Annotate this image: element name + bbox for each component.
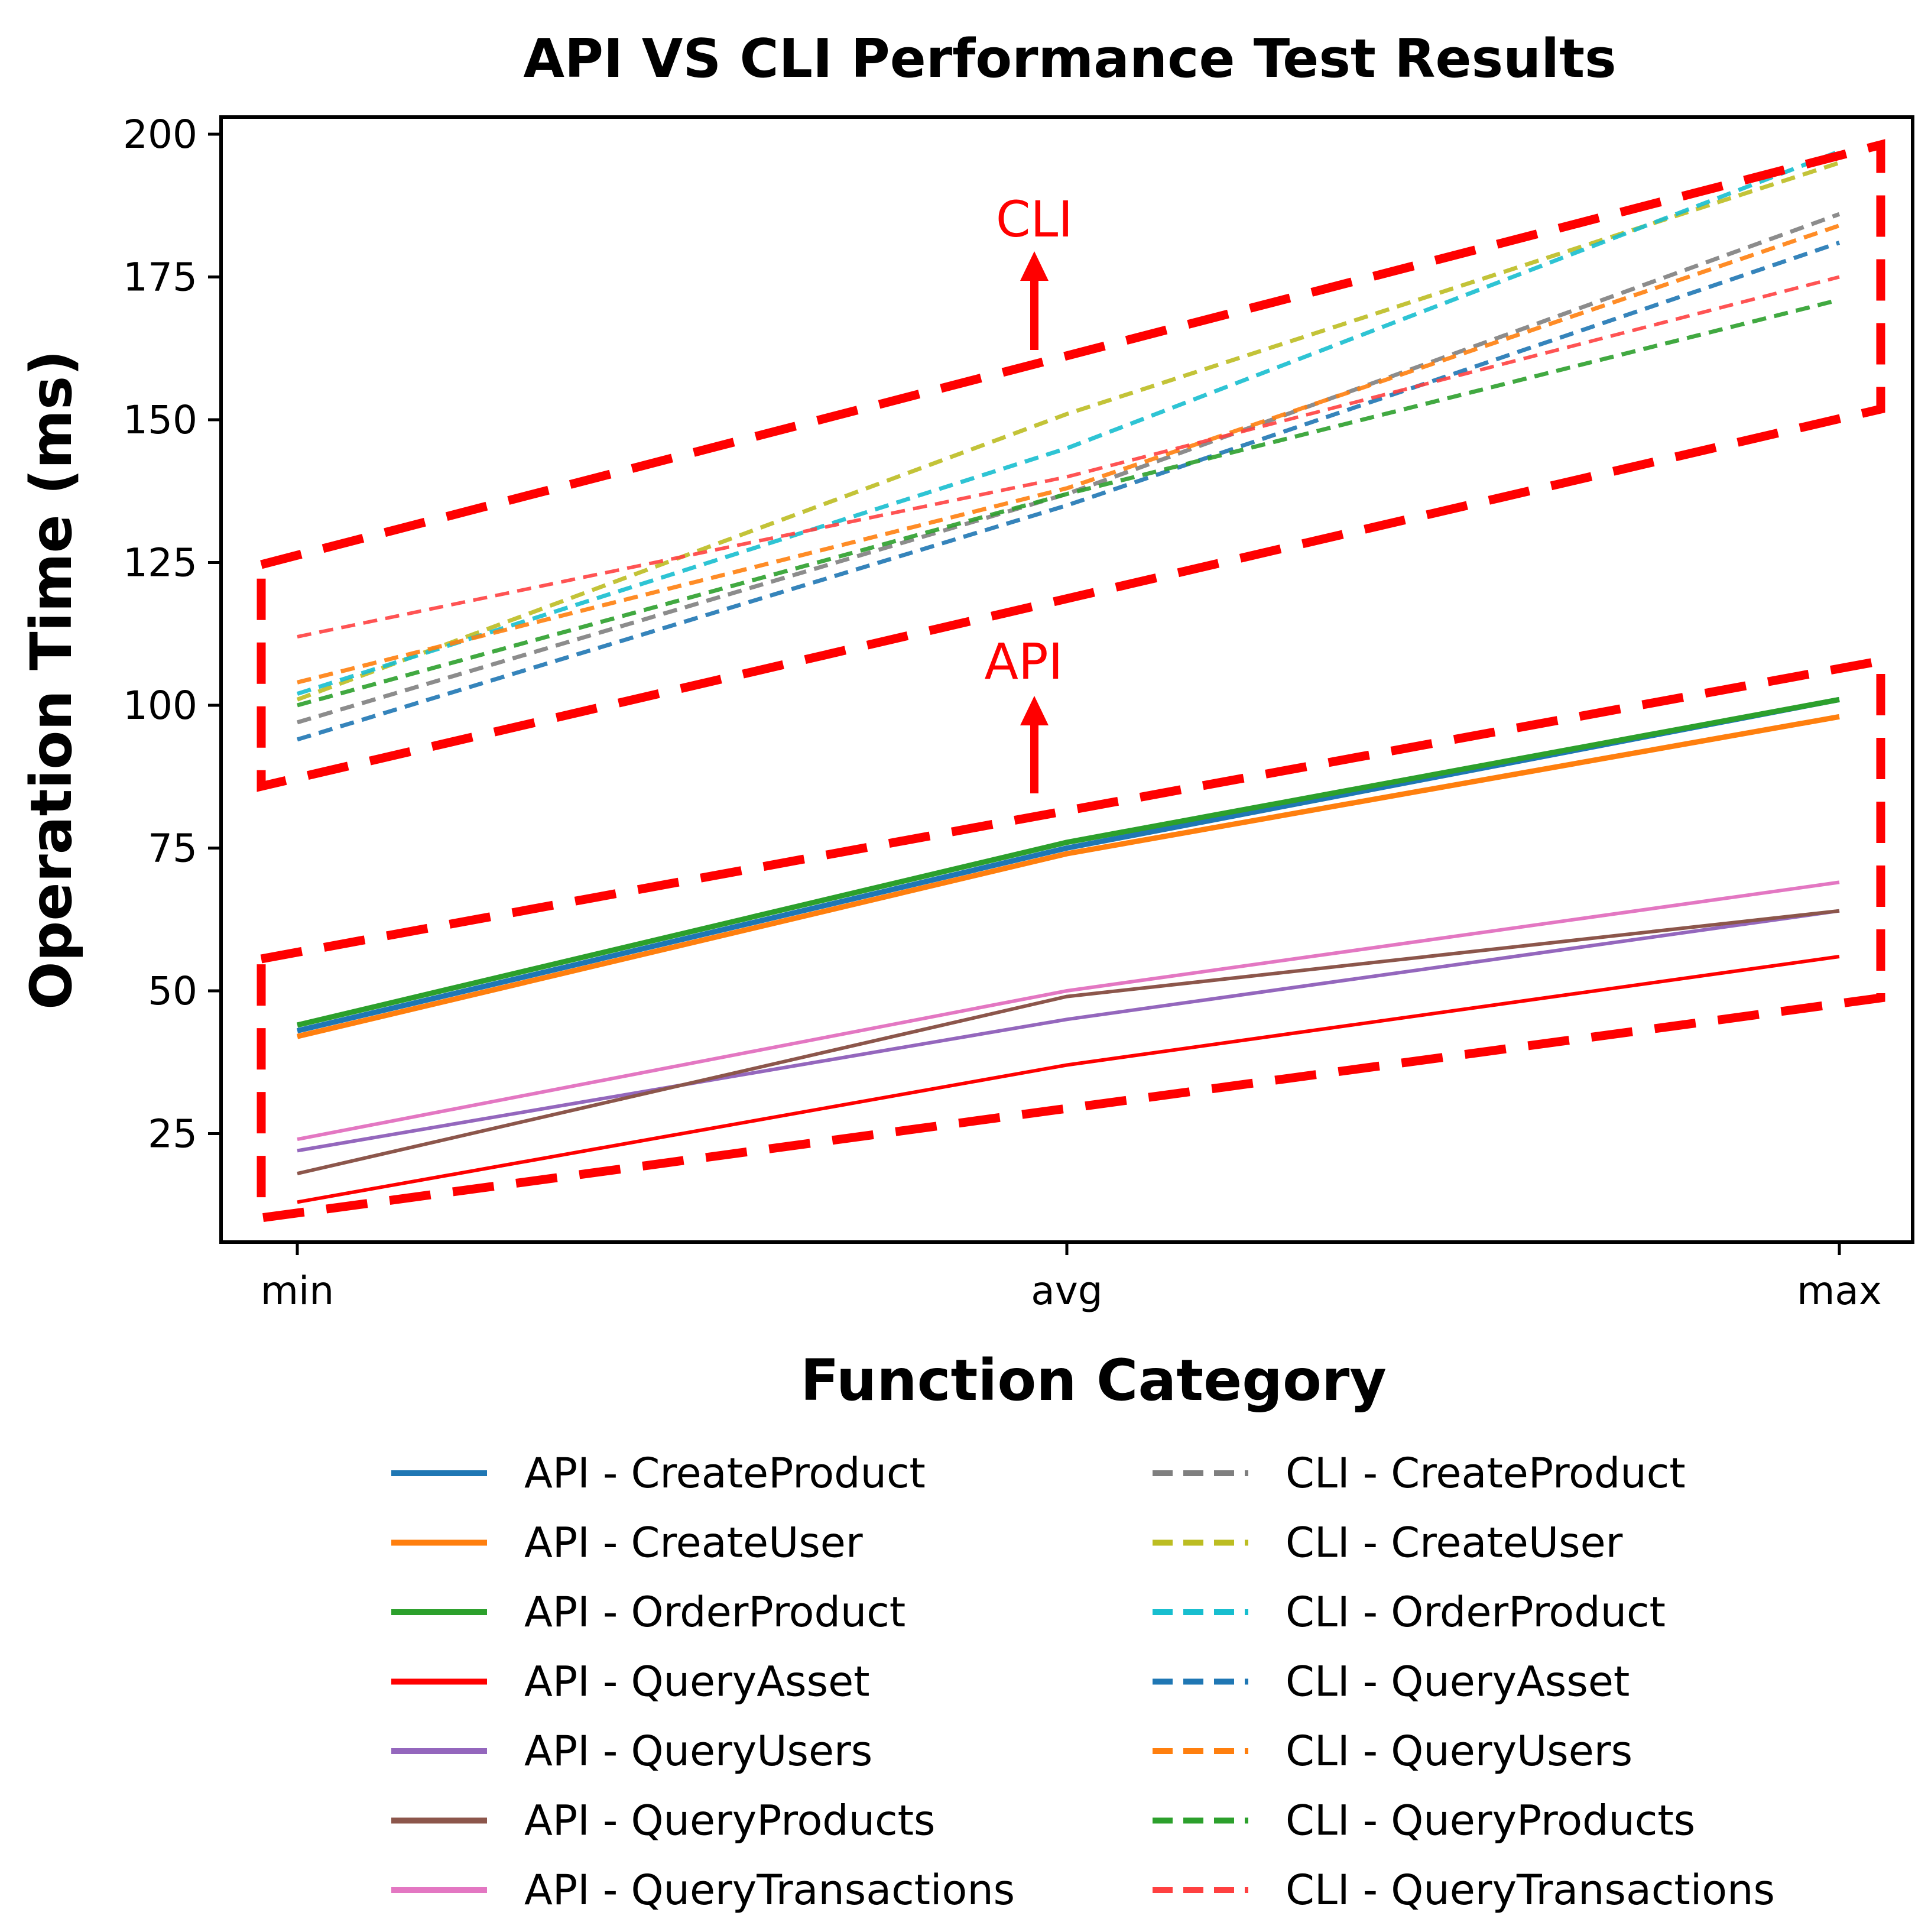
legend-item-api-orderproduct: API - OrderProduct [391,1588,905,1636]
y-tick-label: 25 [148,1111,197,1156]
series-line-api-querytransactions [297,880,1840,1142]
legend-item-api-queryasset: API - QueryAsset [391,1658,870,1706]
legend-label: CLI - OrderProduct [1286,1588,1666,1636]
x-axis-title: Function Category [800,1347,1387,1414]
legend-item-api-createuser: API - CreateUser [391,1519,863,1567]
legend-label: API - OrderProduct [524,1588,905,1636]
legend-item-cli-createuser: CLI - CreateUser [1153,1519,1623,1567]
y-tick-label: 50 [148,968,197,1014]
series-line-cli-queryasset [296,241,1841,742]
legend-label: API - CreateProduct [524,1449,926,1497]
legend-label: API - QueryTransactions [524,1866,1015,1914]
y-tick-label: 100 [123,683,197,728]
y-axis: 25 50 75 100 125 150 175 200 [123,112,221,1156]
series-line-cli-queryproducts [297,297,1840,708]
annotation-layer: CLI API [257,139,1885,1223]
legend-label: CLI - CreateUser [1286,1519,1623,1567]
legend-item-api-queryusers: API - QueryUsers [391,1727,872,1775]
x-tick-label-min: min [261,1268,334,1314]
x-axis: min avg max [261,1242,1882,1314]
legend-item-api-querytransactions: API - QueryTransactions [391,1866,1015,1914]
y-tick-label: 125 [123,540,197,585]
series-line-cli-orderproduct [296,149,1841,696]
series-line-api-createuser [296,714,1840,1039]
cli-arrow-icon [1020,251,1049,350]
y-tick-label: 200 [123,112,197,157]
y-tick-label: 175 [123,254,197,300]
chart-title: API VS CLI Performance Test Results [523,28,1616,90]
api-arrow-icon [1020,696,1049,793]
api-annotation-label: API [985,633,1063,691]
legend: API - CreateProduct API - CreateUser API -… [391,1449,1775,1914]
legend-label: CLI - QueryTransactions [1286,1866,1775,1914]
series-line-cli-createproduct [297,212,1841,725]
legend-item-cli-queryusers: CLI - QueryUsers [1153,1727,1632,1775]
legend-item-cli-orderproduct: CLI - OrderProduct [1153,1588,1666,1636]
y-axis-title: Operation Time (ms) [18,350,85,1010]
legend-label: CLI - QueryUsers [1286,1727,1632,1775]
legend-item-cli-createproduct: CLI - CreateProduct [1153,1449,1686,1497]
series-line-api-orderproduct [296,696,1840,1028]
series-line-api-queryasset [297,955,1840,1204]
x-tick-label-avg: avg [1031,1268,1102,1314]
legend-item-api-createproduct: API - CreateProduct [391,1449,926,1497]
series-line-cli-createuser [296,160,1841,702]
y-tick-label: 150 [123,397,197,443]
legend-label: CLI - QueryProducts [1286,1797,1695,1845]
series-line-api-queryusers [297,909,1840,1153]
legend-item-api-queryproducts: API - QueryProducts [391,1797,936,1845]
legend-label: CLI - QueryAsset [1286,1658,1630,1706]
y-tick-label: 75 [148,825,197,871]
legend-label: CLI - CreateProduct [1286,1449,1686,1497]
series-line-api-queryproducts [297,909,1840,1176]
legend-label: API - QueryUsers [524,1727,872,1775]
series-line-cli-querytransactions [297,275,1840,639]
series-layer [296,149,1841,1204]
legend-item-cli-queryproducts: CLI - QueryProducts [1153,1797,1695,1845]
cli-annotation-label: CLI [996,190,1073,248]
legend-item-cli-querytransactions: CLI - QueryTransactions [1153,1866,1775,1914]
legend-label: API - QueryProducts [524,1797,936,1845]
cli-highlight-box [257,139,1885,792]
legend-item-cli-queryasset: CLI - QueryAsset [1153,1658,1630,1706]
api-highlight-box [257,655,1885,1223]
legend-label: API - CreateUser [524,1519,863,1567]
x-tick-label-max: max [1797,1268,1882,1314]
legend-label: API - QueryAsset [524,1658,870,1706]
series-line-cli-queryusers [297,223,1841,685]
